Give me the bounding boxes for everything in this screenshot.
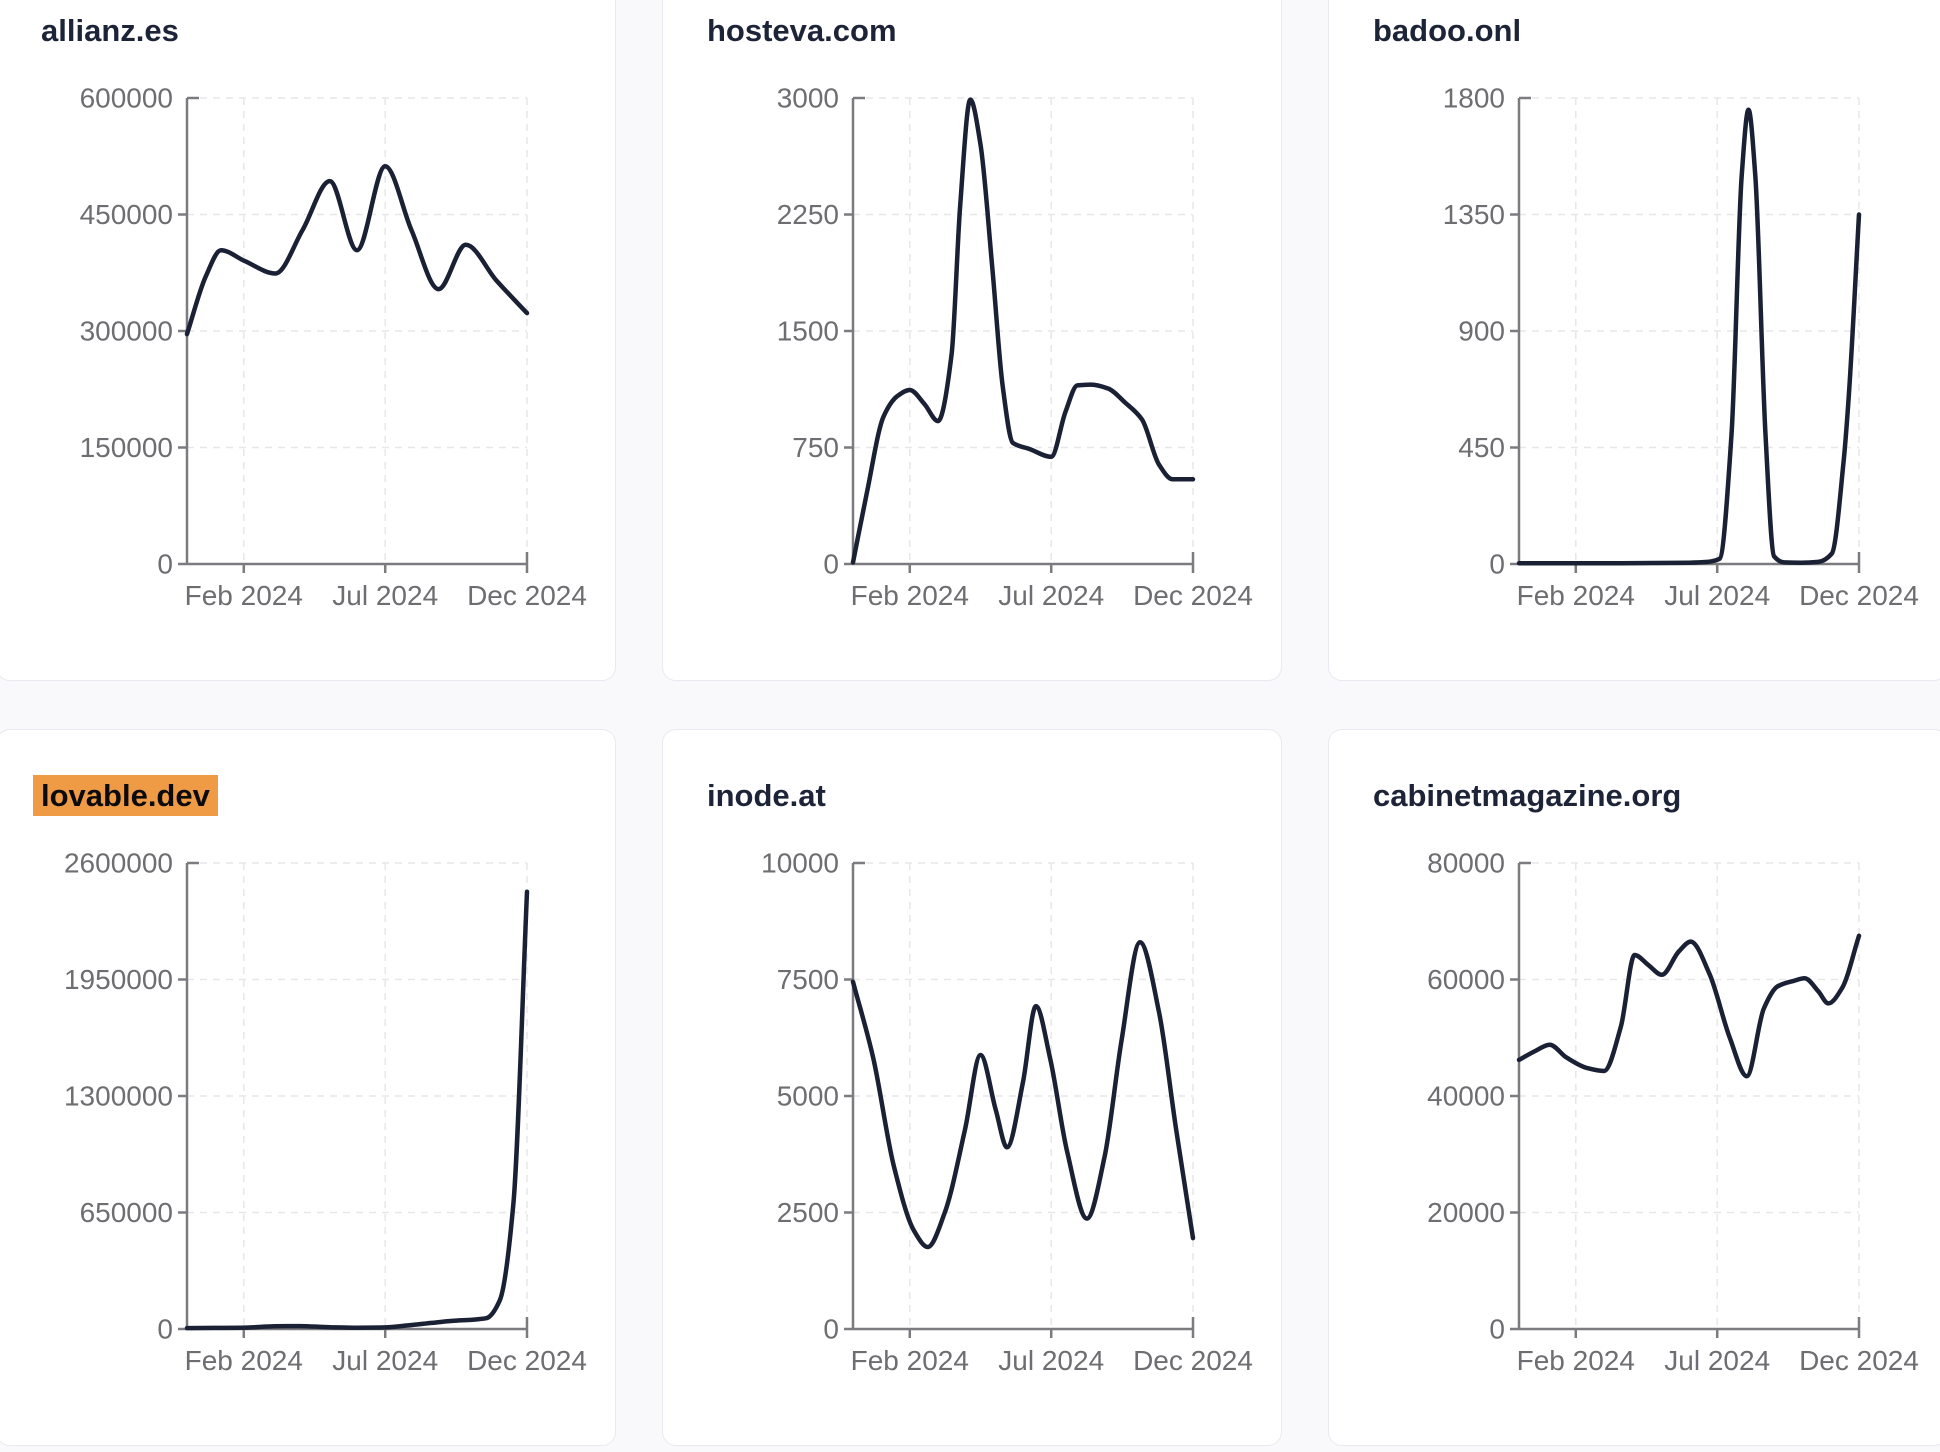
svg-text:450: 450 [1458, 432, 1505, 463]
domain-title: cabinetmagazine.org [1373, 778, 1682, 813]
traffic-line-chart: 0 750 1500 2250 3000 Feb 2024 Jul 2024 Dec 2024 [777, 83, 1253, 612]
traffic-line-chart: 0 450 900 1350 1800 Feb 2024 Jul 2024 Dec 2024 [1443, 83, 1919, 612]
svg-text:Dec 2024: Dec 2024 [1133, 1345, 1253, 1376]
traffic-line-chart: 0 2500 5000 7500 10000 Feb 2024 Jul 2024 Dec 20… [761, 848, 1253, 1377]
svg-text:Feb 2024: Feb 2024 [185, 1345, 303, 1376]
card-title: badoo.onl [1373, 11, 1521, 51]
traffic-line-chart: 0 20000 40000 60000 80000 Feb 2024 Jul 2024 Dec… [1427, 848, 1919, 1377]
svg-text:0: 0 [1489, 1314, 1505, 1345]
svg-text:40000: 40000 [1427, 1081, 1505, 1112]
svg-text:1500: 1500 [777, 316, 839, 347]
svg-text:Feb 2024: Feb 2024 [1517, 580, 1635, 611]
svg-text:300000: 300000 [80, 316, 173, 347]
domain-title-highlighted: lovable.dev [33, 775, 218, 816]
svg-text:Jul 2024: Jul 2024 [1664, 580, 1770, 611]
svg-text:60000: 60000 [1427, 964, 1505, 995]
card-title: inode.at [707, 776, 826, 816]
card-title: hosteva.com [707, 11, 897, 51]
svg-text:1300000: 1300000 [64, 1081, 173, 1112]
card-title: cabinetmagazine.org [1373, 776, 1681, 816]
svg-text:1800: 1800 [1443, 83, 1505, 114]
svg-text:0: 0 [157, 1314, 173, 1345]
svg-text:Dec 2024: Dec 2024 [1799, 580, 1919, 611]
domain-card: inode.at 0 2500 5000 7500 10000 Feb 2024 Jul 2… [662, 729, 1282, 1446]
card-title: allianz.es [41, 11, 179, 51]
svg-text:0: 0 [823, 549, 839, 580]
svg-text:Dec 2024: Dec 2024 [1133, 580, 1253, 611]
svg-text:450000: 450000 [80, 199, 173, 230]
domain-card: allianz.es 0 150000 300000 450000 600000 Feb … [0, 0, 616, 681]
card-title: lovable.dev [33, 775, 218, 816]
svg-text:150000: 150000 [80, 432, 173, 463]
svg-text:0: 0 [823, 1314, 839, 1345]
svg-text:2500: 2500 [777, 1197, 839, 1228]
svg-text:Feb 2024: Feb 2024 [851, 1345, 969, 1376]
svg-text:750: 750 [792, 432, 839, 463]
svg-text:7500: 7500 [777, 964, 839, 995]
svg-text:5000: 5000 [777, 1081, 839, 1112]
svg-text:2600000: 2600000 [64, 848, 173, 879]
domain-card: lovable.dev 0 650000 1300000 1950000 2600000… [0, 729, 616, 1446]
svg-text:Feb 2024: Feb 2024 [1517, 1345, 1635, 1376]
svg-text:Feb 2024: Feb 2024 [851, 580, 969, 611]
svg-text:1950000: 1950000 [64, 964, 173, 995]
domain-title: badoo.onl [1373, 13, 1522, 48]
domain-card: hosteva.com 0 750 1500 2250 3000 Feb 2024 Jul … [662, 0, 1282, 681]
svg-text:0: 0 [1489, 549, 1505, 580]
svg-text:10000: 10000 [761, 848, 839, 879]
svg-text:20000: 20000 [1427, 1197, 1505, 1228]
svg-text:0: 0 [157, 549, 173, 580]
svg-text:Dec 2024: Dec 2024 [467, 580, 587, 611]
svg-text:Dec 2024: Dec 2024 [467, 1345, 587, 1376]
svg-text:900: 900 [1458, 316, 1505, 347]
svg-text:Jul 2024: Jul 2024 [1664, 1345, 1770, 1376]
svg-text:3000: 3000 [777, 83, 839, 114]
svg-text:Feb 2024: Feb 2024 [185, 580, 303, 611]
svg-text:Jul 2024: Jul 2024 [332, 580, 438, 611]
domain-title: allianz.es [41, 13, 179, 48]
domain-title: inode.at [707, 778, 826, 813]
domain-card: badoo.onl 0 450 900 1350 1800 Feb 2024 Jul 202… [1328, 0, 1940, 681]
svg-text:80000: 80000 [1427, 848, 1505, 879]
svg-text:650000: 650000 [80, 1197, 173, 1228]
traffic-line-chart: 0 650000 1300000 1950000 2600000 Feb 2024 Jul … [64, 848, 587, 1377]
svg-text:Jul 2024: Jul 2024 [332, 1345, 438, 1376]
domain-title: hosteva.com [707, 13, 897, 48]
svg-text:1350: 1350 [1443, 199, 1505, 230]
domain-card: cabinetmagazine.org 0 20000 40000 60000 8000… [1328, 729, 1940, 1446]
traffic-line-chart: 0 150000 300000 450000 600000 Feb 2024 Jul 202… [80, 83, 587, 612]
svg-text:2250: 2250 [777, 199, 839, 230]
svg-text:Jul 2024: Jul 2024 [998, 1345, 1104, 1376]
svg-text:Dec 2024: Dec 2024 [1799, 1345, 1919, 1376]
svg-text:Jul 2024: Jul 2024 [998, 580, 1104, 611]
svg-text:600000: 600000 [80, 83, 173, 114]
